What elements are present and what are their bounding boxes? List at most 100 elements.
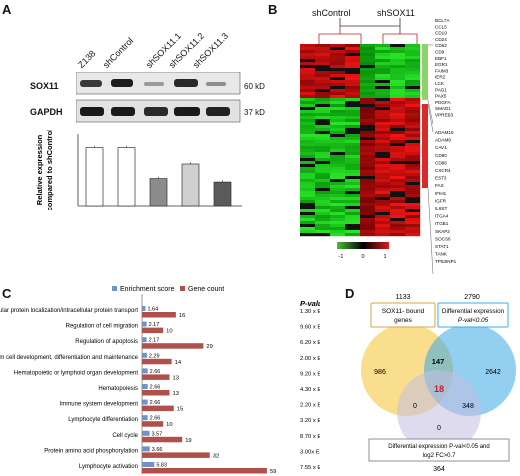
heatmap-cell: [345, 152, 361, 156]
box-right-line: P-val<0.05: [458, 317, 489, 324]
heatmap-cell: [375, 47, 391, 51]
dendrogram: [318, 18, 418, 44]
heatmap-cell: [405, 179, 421, 183]
heatmap-cell: [300, 200, 316, 204]
heatmap-cell: [345, 155, 361, 159]
heatmap-cell: [315, 137, 331, 141]
genecount-value-label: 16: [179, 313, 185, 319]
heatmap-cell: [345, 194, 361, 198]
heatmap-cell: [405, 191, 421, 195]
heatmap-cell: [300, 50, 316, 54]
expression-bar: [117, 147, 136, 207]
heatmap-cell: [330, 80, 346, 84]
category-label: Hematopoietic or lymphoid organ developm…: [14, 370, 138, 376]
heatmap-cell: [375, 164, 391, 168]
genecount-value-label: 10: [166, 329, 172, 335]
heatmap-cell: [405, 80, 421, 84]
heatmap-cell: [375, 152, 391, 156]
heatmap-cell: [405, 59, 421, 63]
heatmap-cell: [315, 140, 331, 144]
gapdh-band: [111, 107, 135, 116]
heatmap-cell: [300, 125, 316, 129]
heatmap-cell: [390, 185, 406, 189]
gene-name: STAT1: [435, 244, 449, 249]
genecount-value-label: 32: [213, 453, 219, 459]
heatmap-cell: [405, 149, 421, 153]
heatmap-cell: [330, 53, 346, 57]
heatmap-cell: [300, 212, 316, 216]
enrichment-bar: [142, 446, 150, 452]
heatmap-cell: [360, 65, 376, 69]
heatmap-cell: [390, 125, 406, 129]
heatmap-cell: [375, 185, 391, 189]
heatmap-cell: [315, 218, 331, 222]
pvalue-label: 8.70 x E-4: [300, 434, 320, 440]
heatmap-cell: [390, 98, 406, 102]
heatmap-cell: [315, 59, 331, 63]
heatmap-cell: [345, 56, 361, 60]
heatmap-cell: [360, 149, 376, 153]
heatmap-cell: [315, 143, 331, 147]
heatmap-cell: [375, 155, 391, 159]
expression-bar: [85, 147, 104, 207]
heatmap-cell: [330, 68, 346, 72]
gene-name: IER2: [435, 75, 446, 80]
heatmap-cell: [300, 89, 316, 93]
heatmap-cell: [330, 128, 346, 132]
gene-name: PAG1: [435, 87, 447, 92]
region-left-only: 986: [374, 369, 386, 376]
gapdh-band: [80, 107, 104, 116]
heatmap-cell: [390, 47, 406, 51]
heatmap-cell: [375, 44, 391, 48]
heatmap-cell: [405, 104, 421, 108]
heatmap-cell: [390, 119, 406, 123]
heatmap-cell: [405, 62, 421, 66]
heatmap-cell: [360, 104, 376, 108]
heatmap-cell: [405, 47, 421, 51]
heatmap-cell: [315, 101, 331, 105]
heatmap-cell: [405, 89, 421, 93]
heatmap-cell: [345, 215, 361, 219]
heatmap-cell: [360, 47, 376, 51]
heatmap-cell: [330, 131, 346, 135]
panel-c-label: C: [2, 286, 12, 301]
heatmap-cell: [330, 122, 346, 126]
gene-name: PAX5: [435, 94, 447, 99]
heatmap-cell: [405, 122, 421, 126]
heatmap-cell: [330, 98, 346, 102]
heatmap-cell: [330, 62, 346, 66]
heatmap-cell: [300, 98, 316, 102]
expression-bar: [149, 178, 168, 207]
gapdh-row-label: GAPDH: [30, 107, 63, 117]
panel-d-label: D: [345, 286, 355, 301]
heatmap-cell: [360, 89, 376, 93]
heatmap-cell: [405, 164, 421, 168]
heatmap-cell: [300, 158, 316, 162]
gene-name: EST3: [435, 176, 447, 181]
heatmap-cell: [315, 134, 331, 138]
heatmap-cell: [300, 230, 316, 234]
heatmap-cell: [315, 47, 331, 51]
western-blot: [76, 72, 241, 123]
category-label: Cell cycle: [112, 433, 138, 439]
category-label: Regulation of cell migration: [66, 324, 138, 330]
heatmap-cell: [315, 149, 331, 153]
heatmap-cell: [405, 140, 421, 144]
box-diffexp: [437, 302, 509, 328]
box-left-line: genes: [394, 317, 412, 324]
category-label: Hematopoiesis: [98, 386, 138, 392]
genecount-bar: [142, 390, 170, 396]
total-right: 2790: [464, 294, 480, 301]
heatmap-cell: [345, 230, 361, 234]
heatmap-cell: [360, 143, 376, 147]
heatmap-cell: [345, 116, 361, 120]
gene-name: EGR1: [435, 62, 448, 67]
gene-name: EBF1: [435, 56, 447, 61]
heatmap-cell: [315, 179, 331, 183]
gene-name: SOCS6: [435, 236, 451, 241]
heatmap-cell: [405, 44, 421, 48]
heatmap-cell: [390, 188, 406, 192]
heatmap-cell: [360, 86, 376, 90]
heatmap-cell: [330, 134, 346, 138]
heatmap-cell: [375, 197, 391, 201]
